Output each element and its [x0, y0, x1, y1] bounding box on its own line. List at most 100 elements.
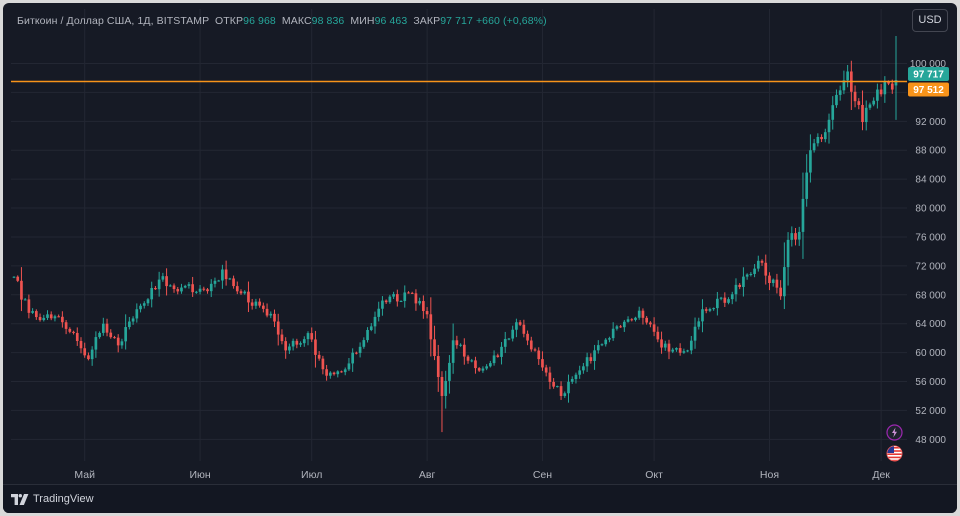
candle-body: [887, 81, 890, 84]
candle-body: [734, 284, 738, 295]
tradingview-logo-icon: [11, 493, 29, 505]
candle-body: [429, 314, 433, 340]
candle-body: [209, 283, 213, 292]
candle-body: [894, 80, 898, 86]
candle-body: [660, 339, 663, 348]
candle-body: [418, 301, 421, 304]
candle-body: [351, 352, 354, 364]
candle-body: [626, 319, 630, 322]
candle-body: [224, 269, 228, 280]
candle-body: [585, 357, 589, 367]
candle-body: [23, 299, 27, 301]
candle-body: [641, 310, 645, 318]
candle-body: [120, 341, 124, 346]
candle-body: [622, 321, 626, 328]
candle-body: [805, 172, 809, 199]
candle-body: [440, 376, 444, 396]
candle-body: [544, 367, 548, 373]
candle-body: [362, 340, 366, 347]
candle-body: [857, 101, 861, 105]
candle-body: [697, 321, 701, 327]
high-label: МАКС: [281, 15, 312, 27]
candle-body: [113, 337, 116, 339]
candle-body: [72, 331, 75, 333]
candle-body: [139, 305, 142, 310]
x-tick-label: Июн: [189, 469, 210, 481]
low-label: МИН: [350, 15, 375, 27]
candle-body: [537, 350, 541, 360]
y-tick-label: 64 000: [915, 319, 946, 330]
candle-body: [94, 337, 98, 350]
candle-body: [790, 233, 794, 240]
candle-body: [518, 322, 522, 325]
candle-body: [578, 370, 582, 375]
candle-body: [373, 316, 377, 327]
candle-body: [853, 91, 857, 102]
candle-body: [675, 348, 678, 350]
candle-body: [507, 338, 511, 340]
candle-body: [797, 231, 801, 240]
tradingview-brand: TradingView: [33, 493, 94, 505]
candle-body: [254, 301, 258, 306]
candle-body: [533, 349, 537, 351]
candle-body: [548, 372, 552, 382]
candle-body: [388, 296, 392, 303]
candle-body: [239, 291, 243, 294]
candle-body: [489, 363, 492, 367]
candle-body: [742, 276, 745, 287]
candle-body: [280, 334, 284, 342]
candle-body: [693, 326, 697, 341]
y-tick-label: 92 000: [915, 117, 946, 128]
candle-body: [541, 359, 544, 368]
candle-body: [771, 279, 775, 284]
lightning-icon[interactable]: [886, 424, 903, 441]
candle-body: [347, 363, 351, 370]
close-label: ЗАКР: [413, 15, 441, 27]
candle-body: [34, 311, 38, 318]
candle-body: [20, 280, 23, 300]
candle-body: [124, 327, 127, 342]
candle-body: [366, 329, 369, 341]
candle-body: [872, 100, 876, 105]
candle-body: [150, 287, 154, 300]
price-label-text: 97 717: [913, 70, 944, 81]
candlestick-chart[interactable]: 48 000 52 000 56 000 60 000 64 000 68 000 72 0…: [3, 3, 957, 513]
y-tick-label: 56 000: [915, 377, 946, 388]
candle-body: [816, 136, 820, 144]
candle-body: [75, 332, 79, 342]
footer-bar: TradingView: [3, 484, 957, 513]
candle-body: [883, 81, 887, 95]
candle-body: [16, 276, 20, 281]
candle-body: [381, 300, 384, 309]
candle-body: [64, 322, 68, 329]
candle-body: [83, 348, 87, 356]
y-tick-label: 100 000: [910, 59, 947, 70]
candle-body: [861, 104, 864, 123]
candle-body: [250, 302, 254, 306]
candle-body: [868, 104, 872, 108]
candle-body: [191, 284, 194, 293]
candle-body: [131, 318, 135, 322]
candle-body: [686, 350, 689, 352]
candle-body: [890, 83, 894, 90]
open-value: 96 968: [243, 15, 276, 27]
x-tick-label: Ноя: [760, 469, 779, 481]
candle-body: [49, 314, 53, 319]
candle-body: [38, 317, 42, 321]
candle-body: [273, 313, 276, 322]
candle-body: [358, 346, 362, 353]
candle-body: [161, 276, 165, 280]
candle-body: [786, 239, 790, 268]
tradingview-logo[interactable]: TradingView: [11, 493, 94, 505]
candle-body: [730, 294, 734, 300]
candle-body: [154, 287, 157, 290]
candle-body: [753, 268, 756, 274]
us-flag-icon[interactable]: [886, 445, 903, 462]
price-label-box: [908, 67, 949, 82]
candle-body: [295, 340, 299, 345]
candle-body: [53, 316, 57, 319]
candle-body: [258, 301, 261, 306]
currency-button[interactable]: USD: [912, 9, 948, 32]
candle-body: [745, 274, 749, 277]
y-tick-label: 72 000: [915, 261, 946, 272]
